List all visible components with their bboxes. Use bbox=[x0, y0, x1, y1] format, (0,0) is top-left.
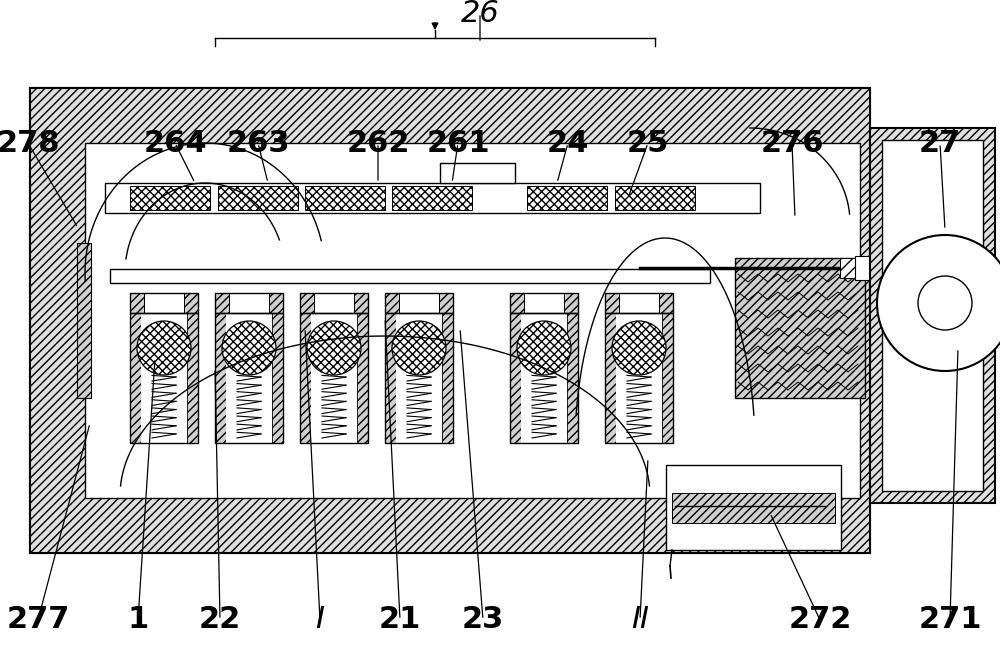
Bar bbox=[229, 293, 269, 313]
Bar bbox=[385, 293, 399, 313]
Bar bbox=[215, 293, 283, 313]
Bar bbox=[130, 293, 198, 313]
Bar bbox=[144, 293, 184, 313]
Bar bbox=[510, 313, 578, 443]
Bar bbox=[272, 313, 283, 443]
Bar bbox=[399, 293, 439, 313]
Bar bbox=[226, 313, 272, 443]
Text: 24: 24 bbox=[547, 128, 589, 157]
Bar bbox=[442, 313, 453, 443]
Bar bbox=[616, 313, 662, 443]
Bar bbox=[524, 293, 564, 313]
Bar bbox=[77, 243, 91, 398]
Bar bbox=[130, 313, 141, 443]
Bar bbox=[840, 258, 862, 278]
Bar bbox=[396, 313, 442, 443]
Bar bbox=[605, 293, 673, 313]
Text: 25: 25 bbox=[627, 128, 669, 157]
Bar bbox=[855, 256, 869, 280]
Text: 276: 276 bbox=[760, 128, 824, 157]
Bar bbox=[269, 293, 283, 313]
Bar bbox=[510, 313, 521, 443]
Bar bbox=[215, 313, 283, 443]
Bar bbox=[300, 313, 368, 443]
Text: 263: 263 bbox=[226, 128, 290, 157]
Bar bbox=[567, 313, 578, 443]
Bar bbox=[659, 293, 673, 313]
Bar bbox=[672, 493, 835, 523]
Bar bbox=[385, 313, 396, 443]
Circle shape bbox=[137, 321, 191, 375]
Bar bbox=[870, 128, 995, 503]
Bar bbox=[527, 186, 607, 210]
Circle shape bbox=[877, 235, 1000, 371]
Bar bbox=[662, 313, 673, 443]
Bar bbox=[187, 313, 198, 443]
Text: 1: 1 bbox=[127, 605, 149, 634]
Text: 22: 22 bbox=[199, 605, 241, 634]
Text: 261: 261 bbox=[426, 128, 490, 157]
Bar bbox=[605, 313, 673, 443]
Bar bbox=[385, 293, 453, 313]
Text: 278: 278 bbox=[0, 128, 60, 157]
Bar bbox=[564, 293, 578, 313]
Text: 23: 23 bbox=[462, 605, 504, 634]
Bar bbox=[521, 313, 567, 443]
Bar bbox=[105, 183, 760, 213]
Bar bbox=[30, 88, 870, 553]
Bar bbox=[110, 269, 710, 283]
Circle shape bbox=[612, 321, 666, 375]
Bar bbox=[85, 143, 860, 498]
Text: II: II bbox=[631, 605, 649, 634]
Bar bbox=[130, 186, 210, 210]
Bar bbox=[735, 258, 865, 398]
Bar bbox=[130, 293, 144, 313]
Bar bbox=[440, 163, 515, 183]
Bar bbox=[30, 88, 870, 553]
Text: 26: 26 bbox=[461, 0, 499, 28]
Bar bbox=[385, 313, 453, 443]
Bar bbox=[510, 293, 524, 313]
Bar bbox=[354, 293, 368, 313]
Bar bbox=[218, 186, 298, 210]
Text: 264: 264 bbox=[143, 128, 207, 157]
Text: 21: 21 bbox=[379, 605, 421, 634]
Bar bbox=[300, 293, 368, 313]
Circle shape bbox=[307, 321, 361, 375]
Bar bbox=[215, 313, 226, 443]
Bar bbox=[141, 313, 187, 443]
Bar bbox=[357, 313, 368, 443]
Bar bbox=[605, 313, 616, 443]
Bar bbox=[300, 293, 314, 313]
Bar bbox=[882, 140, 983, 491]
Bar bbox=[215, 293, 229, 313]
Bar bbox=[666, 465, 841, 550]
Circle shape bbox=[918, 276, 972, 330]
Text: 262: 262 bbox=[346, 128, 410, 157]
Text: 271: 271 bbox=[918, 605, 982, 634]
Bar bbox=[510, 293, 578, 313]
Bar bbox=[619, 293, 659, 313]
Bar bbox=[300, 313, 311, 443]
Bar bbox=[305, 186, 385, 210]
Text: 27: 27 bbox=[919, 128, 961, 157]
Bar bbox=[130, 313, 198, 443]
Circle shape bbox=[222, 321, 276, 375]
Bar bbox=[439, 293, 453, 313]
Text: 272: 272 bbox=[788, 605, 852, 634]
Bar bbox=[314, 293, 354, 313]
Circle shape bbox=[392, 321, 446, 375]
Bar bbox=[605, 293, 619, 313]
Bar bbox=[311, 313, 357, 443]
Text: 277: 277 bbox=[6, 605, 70, 634]
Circle shape bbox=[517, 321, 571, 375]
Bar bbox=[184, 293, 198, 313]
Text: I: I bbox=[316, 605, 324, 634]
Bar bbox=[615, 186, 695, 210]
Bar bbox=[392, 186, 472, 210]
